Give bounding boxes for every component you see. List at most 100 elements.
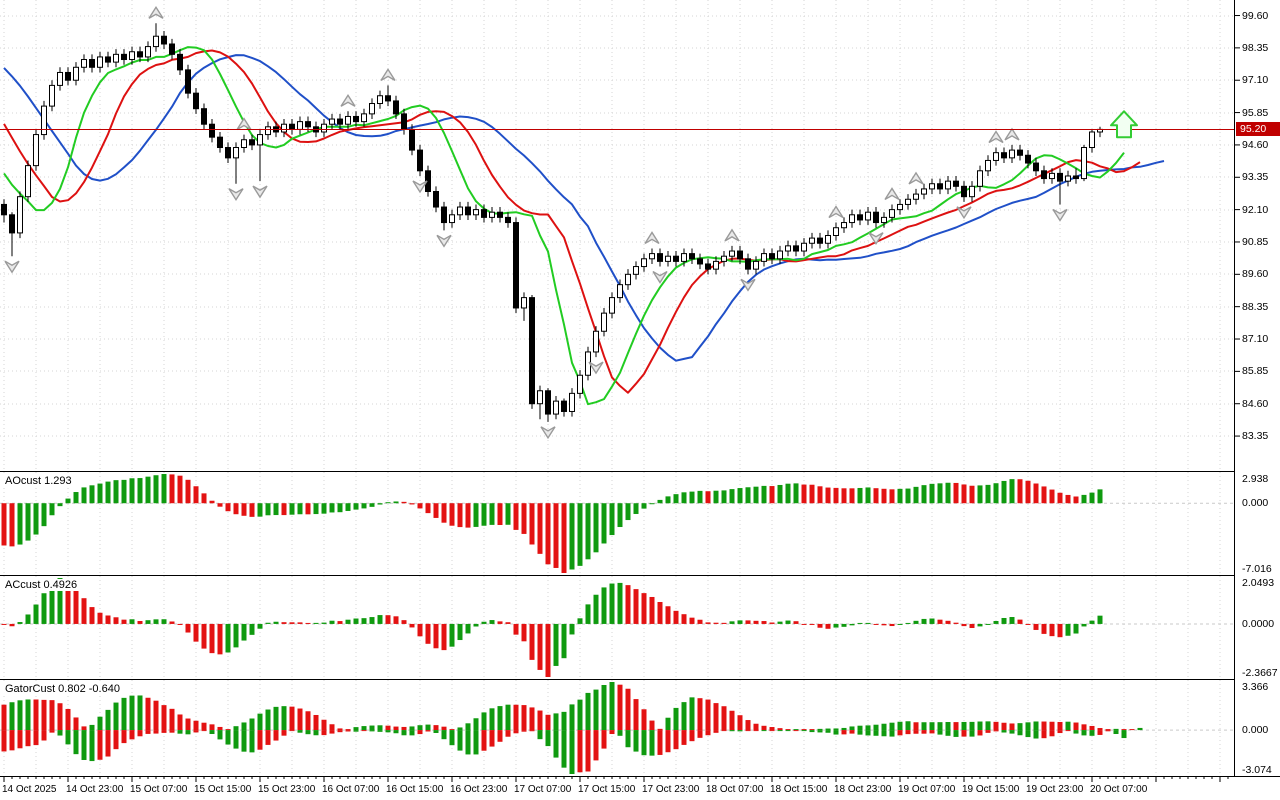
hist-bar-down — [1025, 480, 1031, 504]
bull-candle — [929, 183, 935, 190]
hist-bar-up — [321, 622, 327, 624]
hist-bar-down — [281, 622, 287, 624]
price-axis-label: 94.60 — [1242, 138, 1269, 151]
bull-candle — [897, 203, 903, 211]
bear-candle — [121, 53, 127, 61]
price-axis-label: 98.35 — [1242, 41, 1269, 54]
bear-candle — [1073, 175, 1079, 180]
hist-bar-up — [905, 622, 911, 624]
hist-bar-up — [97, 716, 103, 731]
hist-bar-down — [625, 688, 631, 731]
fractal-down-icon — [652, 270, 668, 284]
hist-bar-up — [881, 730, 887, 737]
hist-bar-down — [641, 709, 647, 731]
bull-candle — [1065, 175, 1071, 182]
hist-bar-down — [497, 730, 503, 742]
hist-bar-up — [497, 706, 503, 731]
hist-bar-up — [985, 721, 991, 731]
histogram-bars — [1, 474, 1103, 573]
hist-bar-up — [921, 618, 927, 624]
ao-axis-max: 2.938 — [1242, 473, 1269, 485]
hist-bar-down — [1081, 724, 1087, 731]
hist-bar-down — [681, 614, 687, 624]
hist-bar-up — [617, 503, 623, 528]
hist-bar-up — [609, 583, 615, 624]
hist-bar-up — [801, 730, 807, 732]
price-axis-label: 90.85 — [1242, 235, 1269, 248]
hist-bar-down — [129, 730, 135, 740]
hist-bar-down — [1121, 729, 1127, 731]
bull-candle — [449, 214, 455, 224]
hist-bar-up — [1001, 730, 1007, 733]
gator-axis-max: 3.366 — [1242, 681, 1269, 693]
hist-bar-up — [601, 587, 607, 624]
hist-bar-down — [345, 729, 351, 731]
time-axis-label: 17 Oct 23:00 — [642, 784, 700, 795]
hist-bar-down — [753, 723, 759, 731]
ac-canvas[interactable] — [0, 576, 1234, 679]
hist-bar-up — [737, 620, 743, 624]
hist-bar-down — [505, 730, 511, 737]
hist-bar-up — [761, 485, 767, 504]
fractal-down-icon — [588, 361, 604, 375]
hist-bar-up — [137, 478, 143, 504]
hist-bar-down — [889, 489, 895, 504]
hist-bar-down — [721, 706, 727, 731]
hist-bar-down — [553, 503, 559, 568]
hist-bar-down — [345, 730, 351, 732]
hist-bar-down — [737, 715, 743, 731]
hist-bar-up — [369, 725, 375, 731]
hist-bar-up — [1113, 730, 1119, 734]
hist-bar-down — [649, 596, 655, 624]
hist-bar-down — [745, 730, 751, 732]
hist-bar-up — [153, 475, 159, 504]
hist-bar-up — [329, 620, 335, 624]
hist-bar-down — [177, 475, 183, 504]
hist-bar-up — [681, 492, 687, 504]
hist-bar-down — [801, 623, 807, 625]
hist-bar-down — [1041, 486, 1047, 504]
hist-bar-down — [697, 698, 703, 731]
hist-bar-down — [529, 623, 535, 660]
hist-bar-up — [1017, 730, 1023, 736]
hist-bar-up — [889, 722, 895, 731]
hist-bar-up — [793, 729, 799, 731]
hist-bar-down — [201, 722, 207, 731]
hist-bar-up — [817, 730, 823, 733]
hist-bar-up — [641, 503, 647, 509]
time-axis-label: 15 Oct 07:00 — [130, 784, 188, 795]
hist-bar-up — [353, 618, 359, 624]
fractal-up-icon — [380, 68, 396, 82]
hist-bar-up — [17, 700, 23, 731]
hist-bar-up — [977, 623, 983, 627]
main-chart-canvas[interactable] — [0, 0, 1234, 471]
hist-bar-up — [465, 723, 471, 731]
hist-bar-up — [217, 730, 223, 740]
hist-bar-up — [121, 697, 127, 731]
bull-candle — [1009, 149, 1015, 159]
hist-bar-down — [1105, 730, 1111, 732]
bear-candle — [177, 53, 183, 71]
bull-candle — [617, 284, 623, 299]
fractal-up-icon — [236, 117, 252, 131]
hist-bar-down — [969, 623, 975, 629]
hist-bar-up — [1033, 730, 1039, 739]
hist-bar-up — [817, 728, 823, 731]
hist-bar-down — [385, 725, 391, 731]
bull-candle — [97, 56, 103, 68]
hist-bar-up — [177, 730, 183, 734]
hist-bar-up — [409, 726, 415, 731]
panel-separator — [0, 776, 1280, 777]
ao-indicator-label: AOcust 1.293 — [3, 475, 74, 487]
hist-bar-up — [905, 721, 911, 731]
bear-candle — [441, 206, 447, 224]
hist-bar-up — [601, 503, 607, 544]
hist-bar-up — [913, 620, 919, 624]
gator-canvas[interactable] — [0, 680, 1234, 776]
hist-bar-down — [705, 699, 711, 731]
hist-bar-down — [945, 620, 951, 624]
hist-bar-up — [857, 622, 863, 624]
bull-candle — [1049, 172, 1055, 180]
ao-canvas[interactable] — [0, 472, 1234, 575]
hist-bar-down — [1073, 722, 1079, 731]
